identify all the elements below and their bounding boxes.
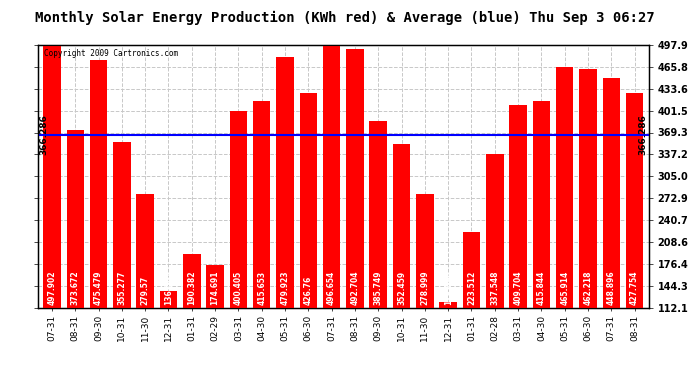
Text: 448.896: 448.896 <box>607 271 615 306</box>
Text: 475.479: 475.479 <box>94 271 103 306</box>
Bar <box>509 105 527 308</box>
Text: 400.405: 400.405 <box>234 271 243 306</box>
Text: 190.382: 190.382 <box>187 271 196 306</box>
Text: 278.999: 278.999 <box>420 271 429 306</box>
Bar <box>486 154 504 308</box>
Text: 496.654: 496.654 <box>327 271 336 306</box>
Bar <box>299 93 317 308</box>
Bar <box>206 265 224 308</box>
Text: 415.844: 415.844 <box>537 271 546 306</box>
Text: 279.57: 279.57 <box>141 276 150 306</box>
Bar <box>393 144 411 308</box>
Bar <box>276 57 294 308</box>
Text: 373.672: 373.672 <box>71 271 80 306</box>
Bar <box>602 78 620 308</box>
Bar <box>626 93 643 308</box>
Text: 409.704: 409.704 <box>513 271 522 306</box>
Text: 462.218: 462.218 <box>584 271 593 306</box>
Bar <box>370 121 387 308</box>
Text: 337.548: 337.548 <box>491 271 500 306</box>
Bar <box>556 67 573 308</box>
Bar <box>580 69 597 308</box>
Bar <box>183 254 201 308</box>
Text: 355.277: 355.277 <box>117 271 126 306</box>
Bar <box>66 129 84 308</box>
Text: 415.653: 415.653 <box>257 272 266 306</box>
Text: 366.286: 366.286 <box>638 114 647 155</box>
Bar <box>253 101 270 308</box>
Bar <box>113 142 130 308</box>
Text: Copyright 2009 Cartronics.com: Copyright 2009 Cartronics.com <box>44 49 178 58</box>
Bar <box>90 60 107 308</box>
Text: 465.914: 465.914 <box>560 271 569 306</box>
Bar <box>440 302 457 307</box>
Bar <box>43 45 61 308</box>
Text: 352.459: 352.459 <box>397 272 406 306</box>
Bar <box>533 101 550 308</box>
Text: 497.902: 497.902 <box>48 271 57 306</box>
Bar <box>137 194 154 308</box>
Text: 366.286: 366.286 <box>39 114 48 155</box>
Text: 119.696: 119.696 <box>444 271 453 306</box>
Text: 427.754: 427.754 <box>630 271 639 306</box>
Bar <box>323 46 340 308</box>
Text: 174.691: 174.691 <box>210 271 219 306</box>
Bar <box>463 232 480 308</box>
Text: 492.704: 492.704 <box>351 271 359 306</box>
Bar <box>416 194 433 308</box>
Text: 479.923: 479.923 <box>281 271 290 306</box>
Text: 223.512: 223.512 <box>467 271 476 306</box>
Bar <box>159 291 177 308</box>
Bar <box>230 111 247 308</box>
Text: Monthly Solar Energy Production (KWh red) & Average (blue) Thu Sep 3 06:27: Monthly Solar Energy Production (KWh red… <box>35 11 655 26</box>
Text: 136.061: 136.061 <box>164 271 173 306</box>
Bar <box>346 48 364 308</box>
Text: 426.76: 426.76 <box>304 276 313 306</box>
Text: 385.749: 385.749 <box>374 271 383 306</box>
